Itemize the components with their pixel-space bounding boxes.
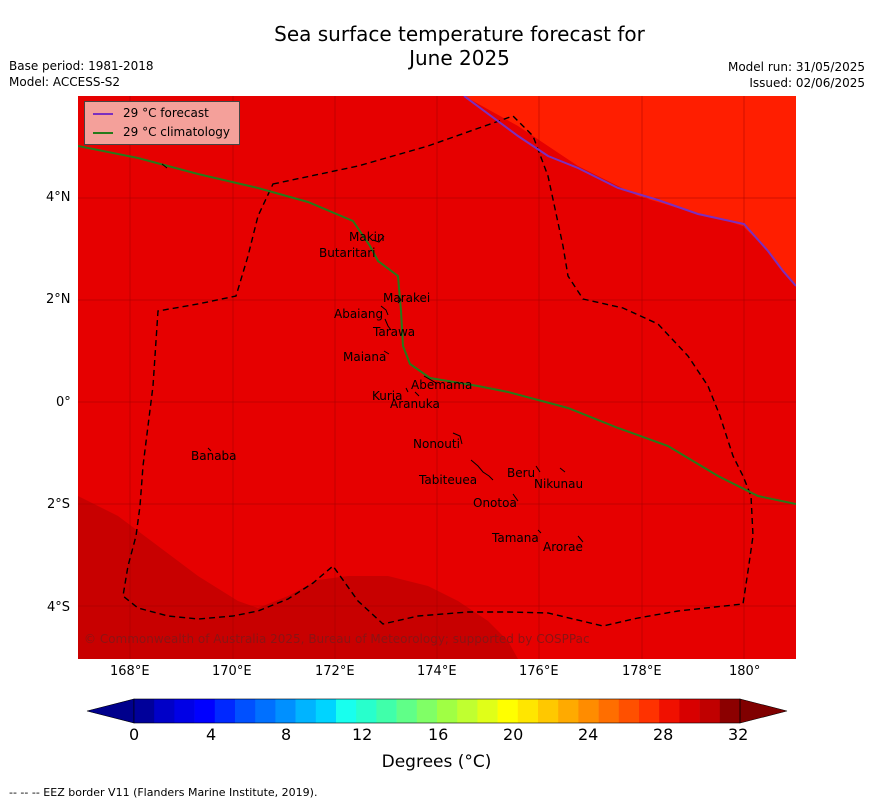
colorbar-cell	[659, 699, 680, 723]
colorbar-tick: 16	[428, 725, 449, 744]
x-tick-label: 178°E	[622, 664, 662, 679]
colorbar-cell	[598, 699, 620, 723]
colorbar-cell	[517, 699, 539, 723]
legend-climatology-label: 29 °C climatology	[123, 125, 231, 139]
copyright-notice: © Commonwealth of Australia 2025, Bureau…	[84, 632, 590, 646]
colorbar-cell	[214, 699, 236, 723]
island-label: Onotoa	[473, 496, 517, 510]
colorbar-label: Degrees (°C)	[381, 752, 492, 772]
colorbar-over-arrow	[739, 698, 788, 724]
legend-item-climatology: 29 °C climatology	[93, 124, 230, 140]
sst-map-svg	[78, 96, 796, 659]
colorbar-cell	[376, 699, 397, 723]
colorbar-tick: 28	[653, 725, 674, 744]
map-legend: 29 °C forecast 29 °C climatology	[84, 101, 240, 145]
x-tick-label: 176°E	[519, 664, 559, 679]
island-label: Tamana	[492, 531, 539, 545]
island-label: Tabiteuea	[419, 473, 478, 487]
colorbar-cell	[618, 699, 640, 723]
x-tick-label: 168°E	[110, 664, 150, 679]
island-label: Makin	[349, 230, 385, 244]
colorbar-cell	[255, 699, 276, 723]
colorbar-cell	[336, 699, 357, 723]
colorbar-cell	[578, 699, 599, 723]
island-label: Abemama	[411, 378, 473, 392]
forecast-29c-contour	[463, 96, 796, 287]
island-label: Kuria	[372, 389, 403, 403]
page-title: Sea surface temperature forecast for Jun…	[0, 22, 873, 70]
y-tick-label: 2°S	[47, 497, 71, 512]
colorbar-cell	[558, 699, 579, 723]
base-period: Base period: 1981-2018	[9, 59, 154, 73]
colorbar-cell	[134, 699, 155, 723]
colorbar-tick: 0	[129, 725, 140, 744]
title-line-2: June 2025	[409, 46, 510, 70]
island-label: Abaiang	[334, 307, 384, 321]
legend-forecast-swatch	[93, 112, 113, 115]
colorbar-cell	[639, 699, 660, 723]
legend-climatology-swatch	[93, 131, 113, 134]
colorbar-cell	[356, 699, 377, 723]
colorbar-cell	[497, 699, 519, 723]
colorbar-tick: 32	[728, 725, 749, 744]
model-run: Model run: 31/05/2025	[727, 60, 865, 74]
model-name: Model: ACCESS-S2	[9, 75, 121, 89]
island-label: Banaba	[191, 449, 237, 463]
legend-item-forecast: 29 °C forecast	[93, 105, 209, 121]
island-outlines	[161, 163, 584, 543]
legend-forecast-label: 29 °C forecast	[123, 106, 209, 120]
climatology-29c-contour	[78, 145, 796, 505]
colorbar-cell	[719, 699, 741, 723]
colorbar-frame	[133, 698, 741, 724]
colorbar-cell	[174, 699, 195, 723]
colorbar-tick: 20	[503, 725, 524, 744]
colorbar-cell	[538, 699, 559, 723]
colorbar-cell	[699, 699, 721, 723]
island-label: Beru	[507, 466, 536, 480]
island-label: Tarawa	[373, 325, 416, 339]
map-gridlines	[78, 96, 796, 659]
y-tick-label: 4°N	[46, 190, 71, 205]
colorbar-cell	[295, 699, 317, 723]
colorbar-cell	[275, 699, 296, 723]
colorbar-tick: 8	[281, 725, 292, 744]
y-tick-label: 0°	[56, 395, 71, 410]
colorbar-cell	[437, 699, 458, 723]
colorbar-cell	[154, 699, 175, 723]
island-label: Marakei	[383, 291, 431, 305]
title-line-1: Sea surface temperature forecast for	[274, 22, 645, 46]
x-tick-label: 172°E	[315, 664, 355, 679]
colorbar-under-arrow	[86, 698, 135, 724]
colorbar-cell	[315, 699, 337, 723]
y-tick-label: 4°S	[47, 600, 71, 615]
eez-border	[122, 115, 754, 627]
island-label: Maiana	[343, 350, 387, 364]
issued-date: Issued: 02/06/2025	[749, 76, 865, 90]
x-tick-label: 180°	[729, 664, 761, 679]
colorbar-cell	[235, 699, 256, 723]
colorbar-tick: 24	[578, 725, 599, 744]
island-label: Nikunau	[534, 477, 584, 491]
eez-note: -- -- -- EEZ border V11 (Flanders Marine…	[9, 786, 318, 799]
island-label: Nonouti	[413, 437, 460, 451]
colorbar-tick: 4	[206, 725, 217, 744]
colorbar-tick: 12	[352, 725, 373, 744]
colorbar-cell	[679, 699, 700, 723]
colorbar-cell	[457, 699, 478, 723]
colorbar-cell	[416, 699, 438, 723]
colorbar-cell	[396, 699, 418, 723]
island-label: Butaritari	[319, 246, 376, 260]
x-tick-label: 174°E	[417, 664, 457, 679]
y-tick-label: 2°N	[46, 292, 71, 307]
sst-map	[78, 96, 796, 659]
colorbar-cell	[477, 699, 498, 723]
colorbar-cell	[194, 699, 216, 723]
colorbar	[86, 698, 788, 724]
island-label: Arorae	[543, 540, 583, 554]
colorbar-cells	[86, 698, 788, 724]
island-label: Aranuka	[390, 397, 440, 411]
x-tick-label: 170°E	[212, 664, 252, 679]
